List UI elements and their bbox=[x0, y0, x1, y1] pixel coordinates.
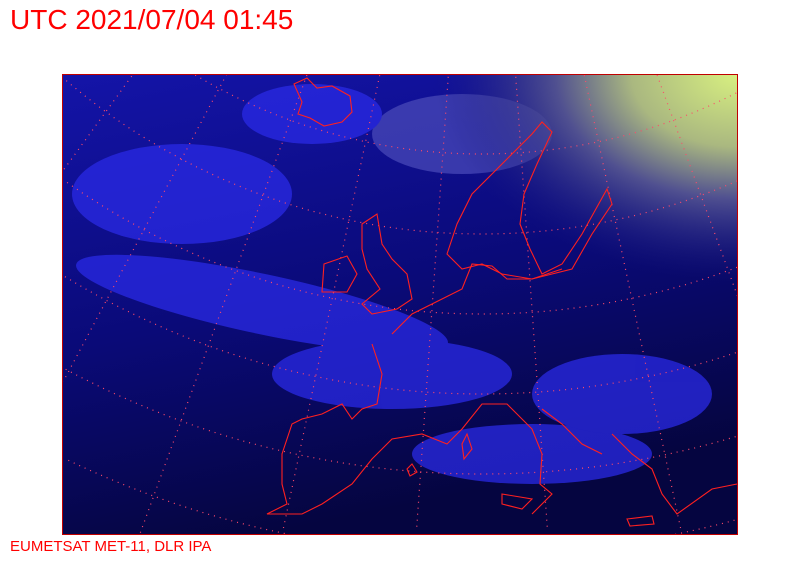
meridian-line bbox=[583, 75, 683, 534]
satellite-map bbox=[62, 74, 738, 535]
timestamp-title: UTC 2021/07/04 01:45 bbox=[10, 4, 294, 35]
meridian-line bbox=[281, 75, 381, 534]
coast-uk bbox=[321, 213, 413, 315]
map-frame bbox=[62, 74, 738, 535]
coast-continent bbox=[266, 263, 738, 515]
coast-scandinavia bbox=[446, 121, 613, 280]
meridian-line bbox=[63, 75, 133, 171]
coast-iceland bbox=[293, 77, 353, 127]
meridian-line bbox=[62, 74, 228, 382]
coast-islands bbox=[406, 432, 655, 527]
coastlines bbox=[266, 77, 738, 527]
image-credit: EUMETSAT MET-11, DLR IPA bbox=[10, 538, 212, 555]
daylight-region bbox=[62, 74, 738, 535]
latitude-line bbox=[62, 76, 738, 235]
meridian-line bbox=[515, 76, 549, 532]
latitude-line bbox=[64, 458, 291, 535]
